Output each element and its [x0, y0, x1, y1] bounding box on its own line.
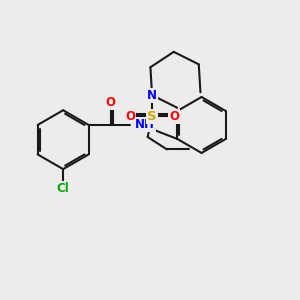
Text: O: O: [106, 96, 116, 109]
Text: S: S: [147, 110, 157, 123]
Text: NH: NH: [135, 118, 155, 131]
Text: Cl: Cl: [57, 182, 70, 195]
Text: N: N: [147, 89, 157, 102]
Text: O: O: [169, 110, 179, 123]
Text: O: O: [125, 110, 135, 123]
